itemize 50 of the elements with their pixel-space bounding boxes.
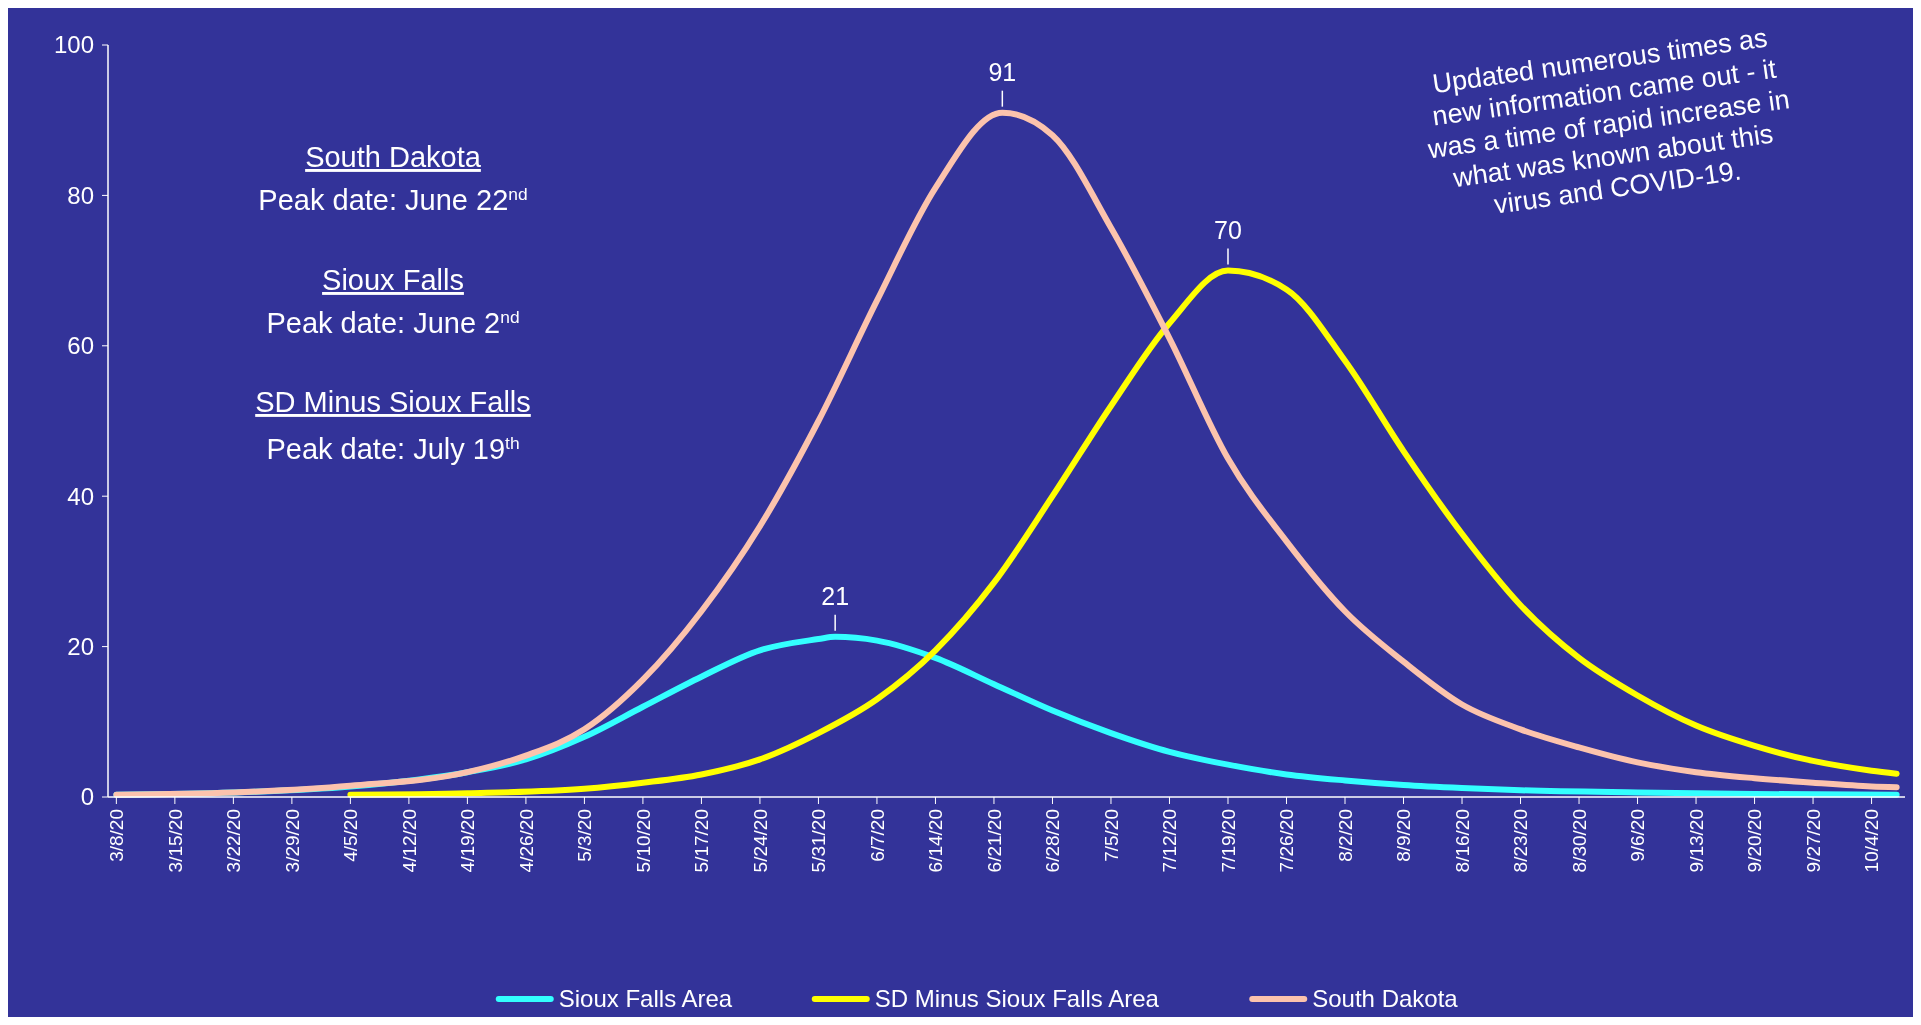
annotation: Sioux Falls (322, 264, 464, 296)
x-tick-label: 5/3/20 (574, 809, 596, 862)
x-tick-label: 5/17/20 (691, 809, 713, 873)
x-tick-label: 3/15/20 (164, 809, 186, 873)
x-tick-label: 4/5/20 (340, 809, 362, 862)
x-tick-label: 8/16/20 (1451, 809, 1473, 873)
annotation: 91 (988, 57, 1017, 86)
x-tick-label: 4/26/20 (515, 809, 537, 873)
x-tick-label: 7/19/20 (1217, 809, 1239, 873)
x-tick-label: 9/27/20 (1802, 809, 1824, 873)
annotation: 21 (821, 581, 850, 610)
legend-label: Sioux Falls Area (558, 985, 733, 1013)
x-tick-label: 6/28/20 (1042, 809, 1064, 873)
x-tick-label: 5/10/20 (632, 809, 654, 873)
y-tick-label: 80 (67, 181, 94, 209)
x-tick-label: 7/26/20 (1276, 809, 1298, 873)
x-tick-label: 6/7/20 (866, 809, 888, 862)
x-tick-label: 9/20/20 (1744, 809, 1766, 873)
y-tick-label: 60 (67, 332, 94, 360)
x-tick-label: 7/5/20 (1100, 809, 1122, 862)
annotation: South Dakota (305, 141, 482, 173)
x-tick-label: 5/24/20 (749, 809, 771, 873)
x-tick-label: 8/9/20 (1393, 809, 1415, 862)
annotation: Peak date: June 2$^{nd}$ (266, 307, 520, 339)
annotation: Peak date: July 19$^{th}$ (266, 433, 520, 465)
x-tick-label: 8/23/20 (1510, 809, 1532, 873)
x-tick-label: 9/13/20 (1685, 809, 1707, 873)
x-tick-label: 4/12/20 (398, 809, 420, 873)
y-tick-label: 20 (67, 633, 94, 660)
y-tick-label: 40 (67, 482, 94, 510)
x-tick-label: 5/31/20 (808, 809, 830, 873)
x-tick-label: 10/4/20 (1861, 809, 1883, 873)
x-tick-label: 3/29/20 (281, 809, 303, 873)
x-tick-label: 8/30/20 (1568, 809, 1590, 873)
x-tick-label: 3/8/20 (106, 809, 128, 862)
x-tick-label: 7/12/20 (1159, 809, 1181, 873)
x-tick-label: 9/6/20 (1627, 809, 1649, 862)
x-tick-label: 8/2/20 (1334, 809, 1356, 862)
x-tick-label: 3/22/20 (223, 809, 245, 873)
y-tick-label: 0 (80, 783, 94, 811)
annotation: Updated numerous times as new information came out - it was a time of rapid increase in what was known about this virus and COVID-19. (1425, 22, 1792, 220)
x-tick-label: 6/14/20 (925, 809, 947, 873)
annotation: Peak date: June 22$^{nd}$ (258, 184, 528, 216)
legend-label: SD Minus Sioux Falls Area (874, 985, 1160, 1013)
x-tick-label: 4/19/20 (457, 809, 479, 873)
y-tick-label: 100 (53, 31, 94, 59)
annotation: SD Minus Sioux Falls (255, 386, 531, 418)
legend-label: South Dakota (1312, 985, 1459, 1013)
annotation: 70 (1214, 215, 1242, 244)
x-tick-label: 6/21/20 (983, 809, 1005, 873)
